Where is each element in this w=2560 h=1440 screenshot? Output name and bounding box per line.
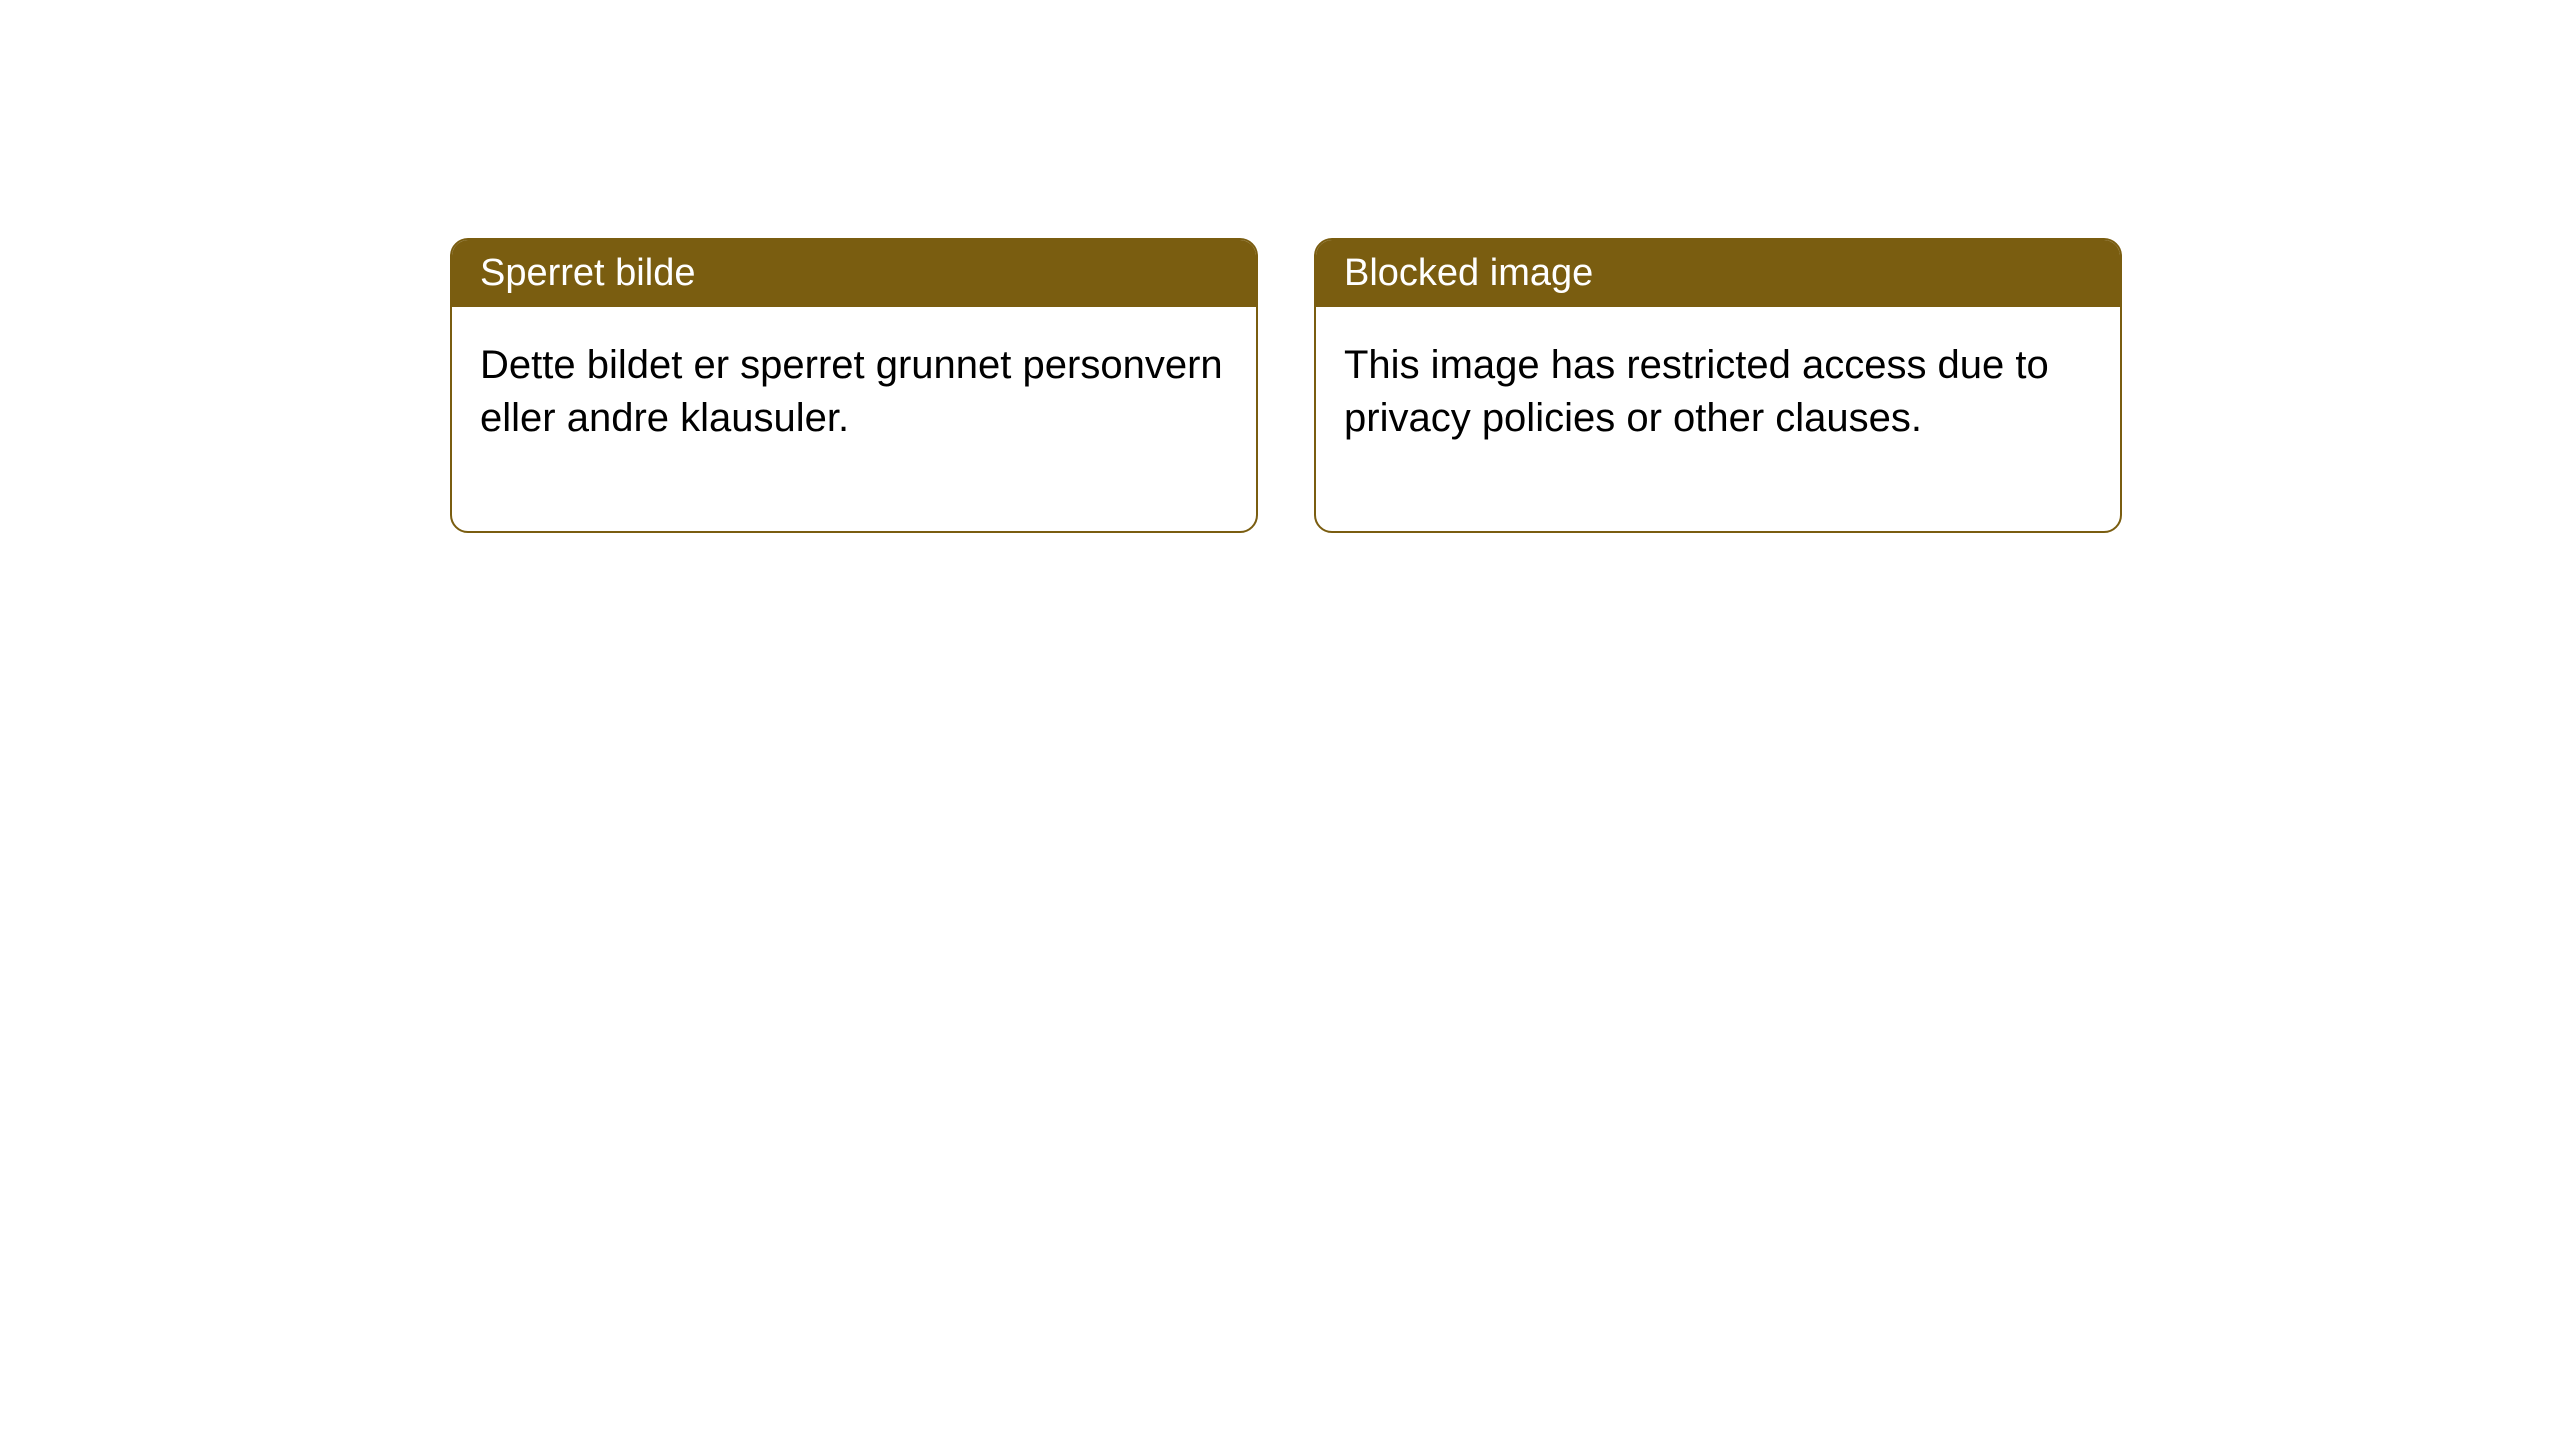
card-body-text: This image has restricted access due to …: [1344, 343, 2049, 440]
card-title: Blocked image: [1344, 252, 1593, 294]
card-header: Blocked image: [1316, 240, 2120, 307]
card-body: Dette bildet er sperret grunnet personve…: [452, 307, 1256, 531]
notice-card-english: Blocked image This image has restricted …: [1314, 238, 2122, 533]
card-body-text: Dette bildet er sperret grunnet personve…: [480, 343, 1223, 440]
notice-cards-container: Sperret bilde Dette bildet er sperret gr…: [450, 238, 2122, 533]
notice-card-norwegian: Sperret bilde Dette bildet er sperret gr…: [450, 238, 1258, 533]
card-title: Sperret bilde: [480, 252, 695, 294]
card-body: This image has restricted access due to …: [1316, 307, 2120, 531]
card-header: Sperret bilde: [452, 240, 1256, 307]
